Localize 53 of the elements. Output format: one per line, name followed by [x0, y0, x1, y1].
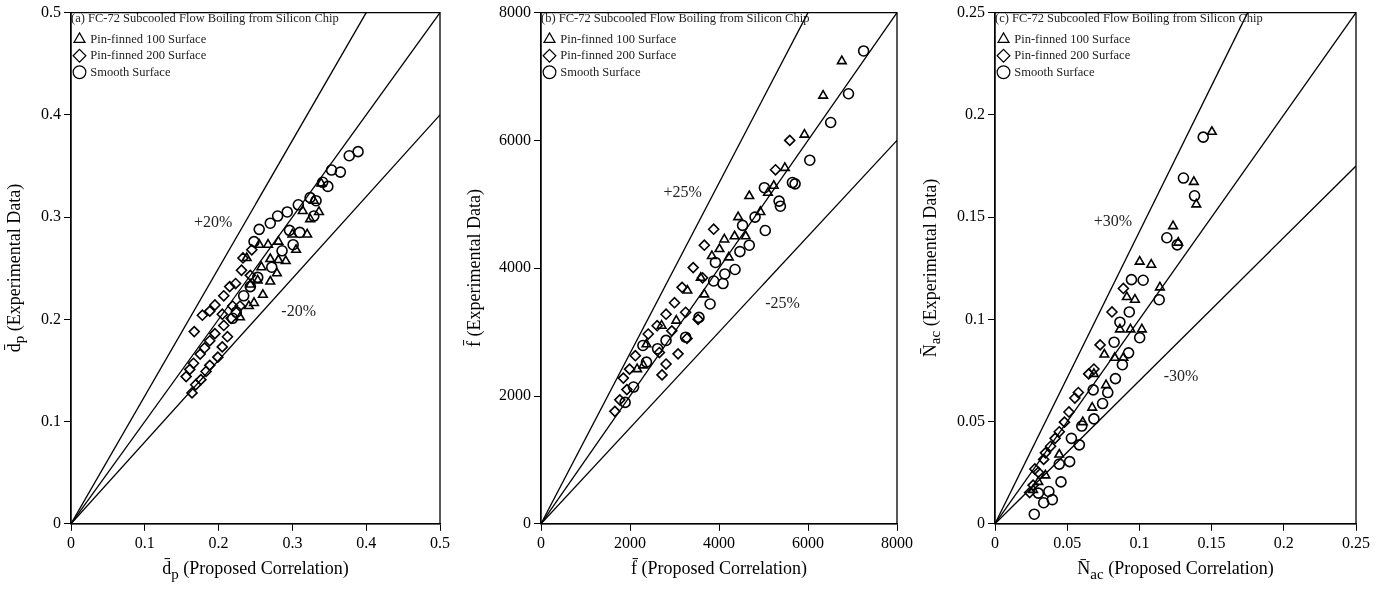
legend-label: Pin-finned 200 Surface [560, 48, 677, 63]
legend-label: Smooth Surface [560, 64, 641, 79]
annotation: -30% [1163, 366, 1199, 384]
y-tick-label: 0.4 [41, 105, 61, 123]
x-tick-label: 0.3 [282, 533, 303, 551]
annotation: -25% [765, 293, 800, 311]
y-tick-label: 0.25 [957, 2, 985, 20]
legend-label: Pin-finned 200 Surface [1014, 48, 1131, 63]
x-axis-title: N̄$_{ac}$ (Proposed Correlation) [1077, 557, 1274, 583]
y-tick-label: 4000 [499, 258, 531, 276]
y-tick-label: 0 [53, 514, 61, 531]
x-tick-label: 0.15 [1197, 533, 1226, 551]
x-tick-label: 0 [537, 533, 545, 551]
legend-label: Pin-finned 200 Surface [90, 48, 207, 63]
y-tick-label: 8000 [499, 2, 531, 20]
y-tick-label: 0 [523, 514, 531, 531]
y-tick-label: 0.05 [957, 411, 985, 429]
y-tick-label: 6000 [499, 130, 531, 148]
x-tick-label: 0.05 [1053, 533, 1082, 551]
y-tick-label: 0.15 [957, 207, 985, 225]
legend-label: Smooth Surface [90, 64, 171, 79]
y-tick-label: 0.1 [965, 309, 985, 327]
x-tick-label: 0.2 [1273, 533, 1294, 551]
x-tick-label: 8000 [881, 533, 913, 551]
x-tick-label: 0.1 [134, 533, 155, 551]
y-tick-label: 0.5 [41, 2, 61, 20]
x-axis-title: d̄$_{p}$ (Proposed Correlation) [162, 557, 349, 583]
x-tick-label: 2000 [614, 533, 646, 551]
y-axis-title: f̄ (Experimental Data) [463, 189, 485, 348]
x-axis-title: f̄ (Proposed Correlation) [631, 557, 807, 579]
legend-label: Pin-finned 100 Surface [90, 31, 207, 46]
x-tick-label: 6000 [792, 533, 824, 551]
y-tick-label: 2000 [499, 386, 531, 404]
x-tick-label: 4000 [703, 533, 735, 551]
annotation: -20% [281, 302, 316, 320]
x-tick-label: 0.2 [208, 533, 229, 551]
annotation: +20% [194, 213, 233, 231]
y-tick-label: 0 [977, 514, 985, 531]
legend-label: Smooth Surface [1014, 64, 1095, 79]
legend-label: Pin-finned 100 Surface [1014, 31, 1131, 46]
annotation: +25% [663, 183, 702, 200]
x-tick-label: 0.1 [1129, 533, 1150, 551]
y-tick-label: 0.2 [41, 309, 61, 327]
y-tick-label: 0.1 [41, 411, 61, 429]
x-tick-label: 0 [991, 533, 999, 551]
x-tick-label: 0 [67, 533, 75, 551]
y-tick-label: 0.2 [965, 105, 985, 123]
x-tick-label: 0.5 [430, 533, 450, 551]
x-tick-label: 0.25 [1342, 533, 1370, 551]
x-tick-label: 0.4 [356, 533, 377, 551]
legend-label: Pin-finned 100 Surface [560, 31, 677, 46]
y-tick-label: 0.3 [41, 207, 61, 225]
annotation: +30% [1093, 212, 1133, 230]
